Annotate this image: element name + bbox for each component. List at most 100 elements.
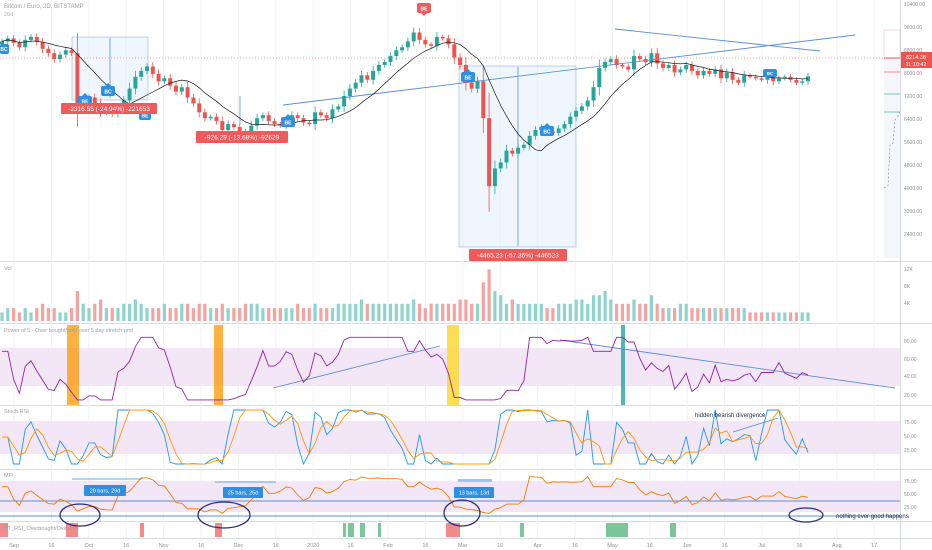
time-tick-label: 16 xyxy=(422,543,428,549)
volume-bar xyxy=(110,308,114,321)
candle xyxy=(359,71,364,88)
be-marker[interactable]: BE xyxy=(281,114,295,127)
measure-box-3 xyxy=(458,65,577,248)
volume-bar xyxy=(702,308,706,321)
volume-bar xyxy=(75,290,79,321)
volume-bar xyxy=(301,308,306,321)
svg-text:-2316.55 (-24.94%) -221653: -2316.55 (-24.94%) -221653 xyxy=(68,106,150,113)
volume-bar xyxy=(539,303,543,321)
candle xyxy=(521,142,526,151)
volume-bar xyxy=(510,299,514,321)
candle xyxy=(748,73,752,80)
volume-bar xyxy=(174,308,178,321)
divergence-note: hidden bearish divergence xyxy=(695,413,766,419)
candle xyxy=(574,107,579,121)
volume-bar xyxy=(760,312,764,321)
last-price-tag[interactable] xyxy=(901,52,932,68)
stoch-band xyxy=(0,421,900,454)
time-tick-label: Nov xyxy=(159,543,169,549)
volume-bar xyxy=(35,308,39,321)
volume-bar xyxy=(58,312,62,321)
volume-bar xyxy=(406,303,410,321)
power-tick-label: 80.00 xyxy=(904,339,917,345)
volume-bar xyxy=(122,303,126,321)
candle xyxy=(376,61,381,75)
volume-bar xyxy=(551,308,555,321)
candle xyxy=(417,28,422,45)
volume-bar xyxy=(232,308,236,321)
stoch-tick-label: 50.00 xyxy=(904,434,917,440)
candle xyxy=(266,111,271,125)
volume-bar xyxy=(673,308,677,321)
candle xyxy=(342,90,347,112)
volume-bar xyxy=(435,303,439,321)
candle xyxy=(133,70,138,95)
volume-bar xyxy=(226,308,230,321)
candle xyxy=(637,53,642,62)
time-tick-label: May xyxy=(607,543,618,549)
candle xyxy=(568,112,573,129)
volume-bar xyxy=(354,303,358,321)
be-marker[interactable]: BE xyxy=(461,69,475,82)
volume-bar xyxy=(736,308,740,321)
bc-marker[interactable]: BC xyxy=(101,83,115,96)
volume-bar xyxy=(446,303,451,321)
volume-bar xyxy=(806,312,810,321)
bar-countdown: 11:10:42 xyxy=(905,62,926,68)
volume-bar xyxy=(580,299,584,321)
volume-bar xyxy=(504,303,509,321)
volume-bar xyxy=(197,303,201,321)
volume-bar xyxy=(597,295,601,321)
volume-bar xyxy=(87,308,91,321)
bc-marker[interactable]: BC xyxy=(763,69,777,77)
time-tick-label: Sep xyxy=(9,543,19,549)
candle xyxy=(336,103,341,113)
volume-bar xyxy=(296,303,300,321)
mfi-tick-label: 25.00 xyxy=(904,505,917,511)
candle xyxy=(318,109,323,118)
candle xyxy=(156,69,161,86)
volume-bar xyxy=(157,308,161,321)
volume-bar xyxy=(139,303,143,321)
volume-bar xyxy=(99,299,103,321)
volume-bars xyxy=(0,269,810,321)
candle xyxy=(34,33,39,46)
candle xyxy=(255,113,260,130)
time-tick-label: 16 xyxy=(273,543,279,549)
volume-bar xyxy=(754,312,758,321)
bc-marker[interactable]: BC xyxy=(0,44,9,54)
time-tick-label: 16 xyxy=(497,543,503,549)
volume-bar xyxy=(214,308,219,321)
be-marker[interactable]: BE xyxy=(417,3,431,16)
volume-bar xyxy=(0,312,4,321)
time-tick-label: 16 xyxy=(722,543,728,549)
candle xyxy=(295,112,300,121)
time-tick-label: Dec xyxy=(234,543,244,549)
volume-bar xyxy=(771,312,775,321)
time-axis[interactable]: Sep 16 Oct 16 Nov 16 Dec 16 2020 16 Feb 16 Mar 16 Apr 1… xyxy=(9,543,877,549)
volume-bar xyxy=(412,299,416,321)
candle xyxy=(736,77,741,86)
price-tick-label: 10400.00 xyxy=(904,2,925,8)
candle xyxy=(614,55,619,69)
mfi-series xyxy=(2,475,809,514)
volume-bar xyxy=(93,303,97,321)
candle xyxy=(440,34,445,41)
power-line xyxy=(2,336,809,401)
candle xyxy=(63,46,68,58)
svg-text:BE: BE xyxy=(82,100,90,106)
candle xyxy=(800,79,805,85)
volume-bar xyxy=(789,312,793,321)
bc-marker[interactable]: BC xyxy=(540,123,554,136)
volume-bar xyxy=(220,303,224,321)
volume-bar xyxy=(41,303,45,321)
power-tick-label: 60.00 xyxy=(904,357,917,363)
volume-bar xyxy=(557,303,561,321)
svg-text:BE: BE xyxy=(285,121,293,127)
candle xyxy=(695,67,700,79)
price-axis[interactable]: 10400.00 9600.00 8800.00 8000.00 7200.00 6400… xyxy=(904,2,925,238)
volume-bar xyxy=(191,308,195,321)
candle xyxy=(353,78,358,93)
volume-bar xyxy=(255,303,259,321)
